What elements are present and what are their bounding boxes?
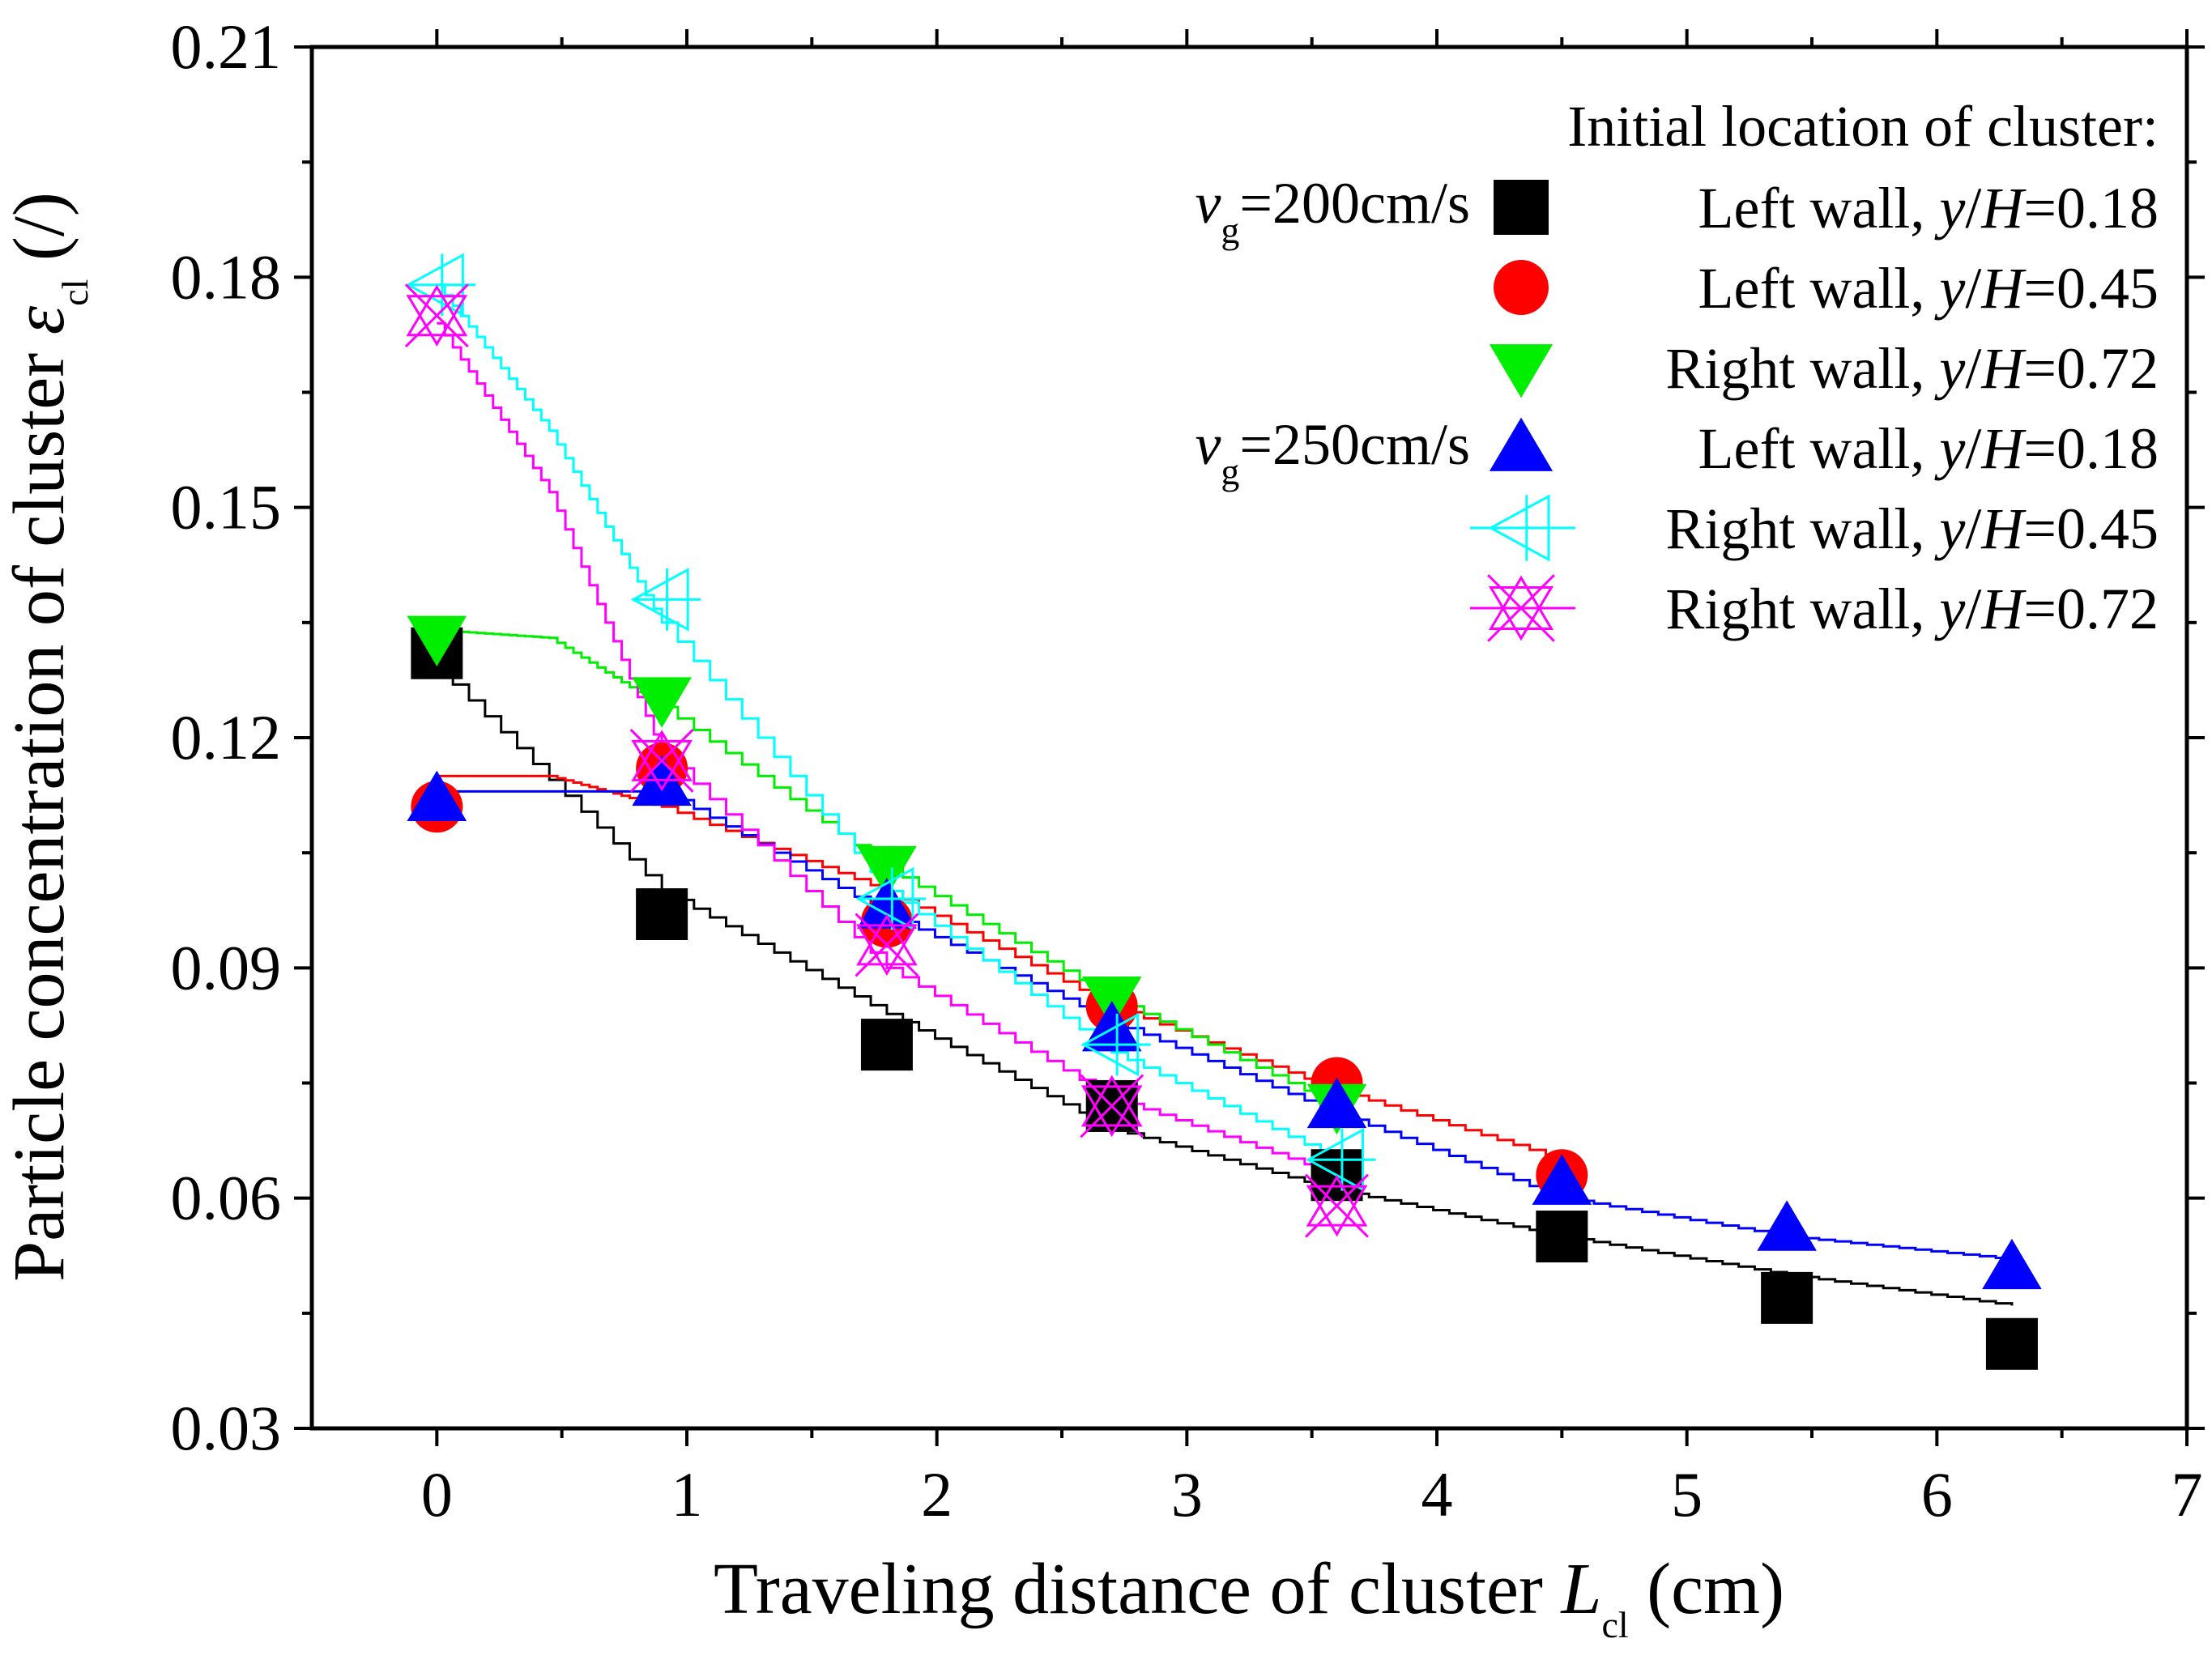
- x-tick-label: 4: [1421, 1459, 1453, 1530]
- data-point-triangle-left-plus: [855, 866, 926, 931]
- data-point-triangle-up: [857, 878, 917, 929]
- data-point-triangle-left-plus: [406, 253, 476, 317]
- y-tick-label: 0.06: [171, 1163, 282, 1233]
- data-point-x-triangle: [855, 913, 919, 977]
- fitted-curve: [437, 321, 1339, 1176]
- data-point-triangle-up: [1982, 1238, 2042, 1290]
- legend-entry-label: Left wall, y/H=0.18: [1698, 176, 2159, 240]
- x-tick-label: 2: [921, 1459, 953, 1530]
- ticks: 0 1 2 3 4 5 6 7 0.03 0.06 0.09 0.12 0.15 0.18 0.21: [171, 11, 2205, 1530]
- data-point-x-triangle: [404, 283, 469, 348]
- data-point-triangle-left-plus: [630, 568, 701, 632]
- legend-entry-label: Right wall, y/H=0.45: [1665, 496, 2159, 561]
- x-tick-label: 6: [1921, 1459, 1953, 1530]
- y-tick-label: 0.09: [171, 932, 282, 1002]
- fitted-curve: [437, 283, 1339, 1160]
- legend-group-label-200: vg=200cm/s: [1195, 171, 1470, 251]
- y-tick-label: 0.18: [171, 241, 282, 312]
- fitted-curve: [437, 667, 2014, 1306]
- data-point-triangle-up: [407, 770, 467, 822]
- data-point-circle: [1494, 260, 1549, 315]
- data-point-triangle-up: [1757, 1200, 1817, 1251]
- data-markers: [404, 253, 2042, 1370]
- data-point-x-triangle: [1080, 1074, 1144, 1138]
- data-point-triangle-left-plus: [1080, 1012, 1151, 1077]
- data-point-triangle-up: [1306, 1077, 1367, 1129]
- legend-entry-label: Left wall, y/H=0.18: [1698, 416, 2159, 481]
- legend-entry-label: Right wall, y/H=0.72: [1665, 336, 2159, 401]
- data-point-triangle-left-plus: [1306, 1127, 1376, 1192]
- y-tick-label: 0.03: [171, 1393, 282, 1463]
- fitted-curve: [437, 789, 2014, 1260]
- data-point-triangle-down: [857, 845, 917, 897]
- data-point-square: [1761, 1271, 1813, 1324]
- x-tick-label: 7: [2172, 1459, 2203, 1530]
- fitted-curve: [437, 628, 1339, 1106]
- x-axis-title: Traveling distance of cluster Lcl (cm): [714, 1549, 1784, 1645]
- data-point-triangle-up: [1489, 417, 1554, 471]
- x-tick-label: 5: [1671, 1459, 1703, 1530]
- data-point-square: [1494, 180, 1549, 235]
- data-point-x-triangle: [1305, 1173, 1369, 1238]
- data-point-square: [1536, 1211, 1588, 1263]
- legend-entries: Left wall, y/H=0.18 Left wall, y/H=0.45 Ri…: [1470, 176, 2159, 642]
- x-tick-label: 3: [1171, 1459, 1203, 1530]
- legend-group-label-250: vg=250cm/s: [1195, 412, 1470, 492]
- data-point-square: [860, 1019, 913, 1071]
- data-point-triangle-up: [1532, 1154, 1592, 1205]
- x-tick-label: 1: [671, 1459, 703, 1530]
- plot-frame: [309, 45, 2189, 1431]
- data-point-triangle-up: [1081, 1000, 1142, 1052]
- y-tick-label: 0.21: [171, 11, 282, 82]
- y-axis-title: Particle concentration of cluster εcl (/…: [0, 192, 96, 1282]
- x-tick-label: 0: [421, 1459, 453, 1530]
- legend-title: Initial location of cluster:: [1567, 94, 2159, 159]
- data-point-square: [636, 887, 688, 940]
- y-tick-label: 0.12: [171, 702, 282, 772]
- y-tick-label: 0.15: [171, 472, 282, 543]
- legend: Initial location of cluster: vg=200cm/s …: [1195, 94, 2159, 642]
- data-point-x-triangle: [629, 728, 694, 793]
- axes: [309, 45, 2189, 1431]
- data-point-triangle-down: [1489, 344, 1554, 398]
- data-point-triangle-down: [407, 615, 467, 666]
- data-point-square: [1985, 1317, 2038, 1370]
- legend-entry-label: Left wall, y/H=0.45: [1698, 256, 2159, 321]
- legend-entry-label: Right wall, y/H=0.72: [1665, 577, 2159, 641]
- data-point-triangle-down: [632, 677, 692, 728]
